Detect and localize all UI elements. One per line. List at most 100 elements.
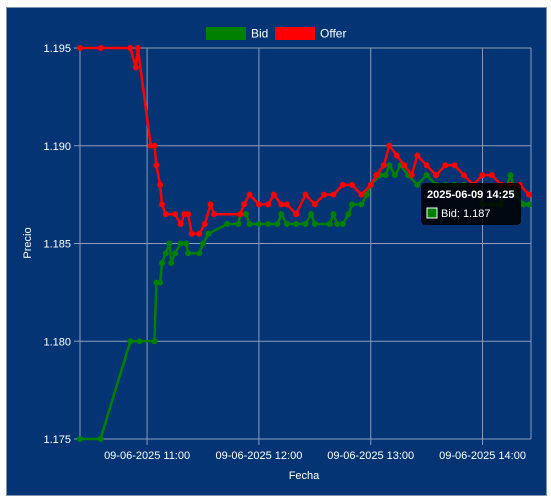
data-point-offer[interactable] bbox=[526, 191, 533, 198]
data-point-offer[interactable] bbox=[185, 211, 192, 218]
data-point-offer[interactable] bbox=[321, 191, 328, 198]
data-point-offer[interactable] bbox=[196, 230, 203, 237]
data-point-bid[interactable] bbox=[391, 172, 398, 179]
data-point-offer[interactable] bbox=[423, 162, 430, 169]
data-point-offer[interactable] bbox=[349, 181, 356, 188]
data-point-offer[interactable] bbox=[255, 201, 262, 208]
data-point-offer[interactable] bbox=[132, 64, 139, 71]
data-point-offer[interactable] bbox=[201, 220, 208, 227]
data-point-bid[interactable] bbox=[278, 211, 285, 218]
data-point-offer[interactable] bbox=[278, 201, 285, 208]
data-point-offer[interactable] bbox=[488, 172, 495, 179]
data-point-offer[interactable] bbox=[358, 191, 365, 198]
data-point-offer[interactable] bbox=[172, 211, 179, 218]
data-point-bid[interactable] bbox=[330, 211, 337, 218]
data-point-offer[interactable] bbox=[414, 152, 421, 159]
data-point-offer[interactable] bbox=[401, 162, 408, 169]
data-point-offer[interactable] bbox=[177, 220, 184, 227]
data-point-bid[interactable] bbox=[177, 240, 184, 247]
data-point-bid[interactable] bbox=[364, 191, 370, 198]
data-point-offer[interactable] bbox=[153, 162, 160, 169]
data-point-offer[interactable] bbox=[237, 211, 244, 218]
data-point-offer[interactable] bbox=[293, 211, 300, 218]
data-point-offer[interactable] bbox=[380, 162, 387, 169]
data-point-bid[interactable] bbox=[159, 260, 165, 267]
data-point-bid[interactable] bbox=[77, 436, 83, 442]
data-point-offer[interactable] bbox=[460, 172, 467, 179]
data-point-offer[interactable] bbox=[162, 211, 169, 218]
data-point-bid[interactable] bbox=[358, 201, 365, 208]
data-point-offer[interactable] bbox=[207, 201, 214, 208]
data-point-bid[interactable] bbox=[349, 201, 356, 208]
data-point-offer[interactable] bbox=[330, 191, 337, 198]
data-point-offer[interactable] bbox=[479, 172, 486, 179]
data-point-bid[interactable] bbox=[423, 172, 430, 179]
data-point-offer[interactable] bbox=[373, 172, 380, 179]
data-point-bid[interactable] bbox=[274, 220, 281, 227]
data-point-offer[interactable] bbox=[157, 181, 164, 188]
data-point-bid[interactable] bbox=[345, 211, 352, 218]
data-point-offer[interactable] bbox=[283, 201, 290, 208]
data-point-offer[interactable] bbox=[97, 45, 104, 51]
data-point-bid[interactable] bbox=[97, 436, 104, 442]
legend-item-bid[interactable]: Bid bbox=[206, 27, 268, 41]
data-point-offer[interactable] bbox=[432, 172, 439, 179]
data-point-bid[interactable] bbox=[308, 211, 315, 218]
data-point-bid[interactable] bbox=[127, 338, 134, 345]
data-point-bid[interactable] bbox=[185, 250, 192, 257]
data-point-bid[interactable] bbox=[255, 220, 262, 227]
data-point-offer[interactable] bbox=[77, 45, 83, 51]
data-point-bid[interactable] bbox=[246, 220, 253, 227]
data-point-offer[interactable] bbox=[270, 191, 277, 198]
data-point-bid[interactable] bbox=[302, 220, 309, 227]
data-point-bid[interactable] bbox=[166, 240, 173, 247]
data-point-offer[interactable] bbox=[159, 201, 165, 208]
data-point-bid[interactable] bbox=[157, 279, 164, 286]
data-point-bid[interactable] bbox=[205, 230, 212, 237]
data-point-bid[interactable] bbox=[162, 250, 169, 257]
data-point-bid[interactable] bbox=[224, 220, 231, 227]
data-point-bid[interactable] bbox=[200, 240, 206, 247]
data-point-bid[interactable] bbox=[235, 220, 242, 227]
data-point-offer[interactable] bbox=[442, 162, 449, 169]
data-point-offer[interactable] bbox=[188, 230, 195, 237]
data-point-bid[interactable] bbox=[526, 201, 533, 208]
data-point-bid[interactable] bbox=[382, 172, 389, 179]
data-point-bid[interactable] bbox=[311, 220, 318, 227]
data-point-bid[interactable] bbox=[520, 201, 527, 208]
data-point-offer[interactable] bbox=[386, 142, 393, 149]
data-point-offer[interactable] bbox=[241, 201, 247, 208]
data-point-offer[interactable] bbox=[302, 191, 309, 198]
data-point-bid[interactable] bbox=[168, 260, 175, 267]
data-point-bid[interactable] bbox=[196, 250, 203, 257]
data-point-bid[interactable] bbox=[326, 220, 333, 227]
data-point-offer[interactable] bbox=[393, 152, 400, 159]
data-point-bid[interactable] bbox=[265, 220, 272, 227]
data-point-offer[interactable] bbox=[265, 201, 272, 208]
data-point-bid[interactable] bbox=[507, 172, 514, 179]
data-point-bid[interactable] bbox=[293, 220, 300, 227]
legend-item-offer[interactable]: Offer bbox=[275, 27, 346, 41]
data-point-offer[interactable] bbox=[408, 172, 415, 179]
data-point-offer[interactable] bbox=[451, 162, 458, 169]
data-point-offer[interactable] bbox=[311, 201, 318, 208]
data-point-bid[interactable] bbox=[334, 220, 341, 227]
data-point-bid[interactable] bbox=[339, 220, 346, 227]
data-point-bid[interactable] bbox=[136, 338, 143, 345]
data-point-offer[interactable] bbox=[367, 181, 374, 188]
data-point-offer[interactable] bbox=[246, 191, 253, 198]
data-point-bid[interactable] bbox=[386, 162, 393, 169]
data-point-bid[interactable] bbox=[414, 181, 421, 188]
data-point-bid[interactable] bbox=[183, 240, 190, 247]
data-point-offer[interactable] bbox=[127, 45, 134, 51]
data-point-offer[interactable] bbox=[339, 181, 346, 188]
data-point-bid[interactable] bbox=[242, 211, 249, 218]
data-point-bid[interactable] bbox=[172, 250, 179, 257]
legend[interactable]: Bid Offer bbox=[206, 27, 346, 41]
data-point-bid[interactable] bbox=[283, 220, 290, 227]
data-point-offer[interactable] bbox=[134, 45, 141, 51]
data-point-offer[interactable] bbox=[151, 142, 158, 149]
data-point-bid[interactable] bbox=[151, 338, 158, 345]
data-point-offer[interactable] bbox=[211, 211, 218, 218]
